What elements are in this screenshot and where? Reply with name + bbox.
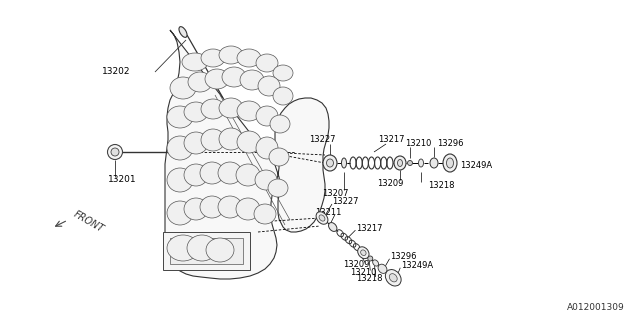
- Ellipse shape: [240, 70, 264, 90]
- Ellipse shape: [167, 106, 193, 128]
- Text: 13201: 13201: [108, 175, 136, 185]
- Text: 13296: 13296: [390, 252, 417, 261]
- Text: 13217: 13217: [356, 224, 383, 233]
- Ellipse shape: [270, 115, 290, 133]
- Text: 13249A: 13249A: [401, 261, 433, 270]
- Text: 13296: 13296: [437, 139, 463, 148]
- Ellipse shape: [182, 53, 208, 71]
- Ellipse shape: [200, 162, 224, 184]
- Ellipse shape: [273, 65, 293, 81]
- Ellipse shape: [254, 204, 276, 224]
- Ellipse shape: [201, 129, 225, 151]
- Ellipse shape: [268, 179, 288, 197]
- Ellipse shape: [319, 215, 325, 221]
- Ellipse shape: [184, 102, 208, 122]
- Ellipse shape: [397, 159, 403, 166]
- Circle shape: [368, 256, 372, 261]
- Text: 13227: 13227: [332, 197, 358, 206]
- Text: FRONT: FRONT: [72, 209, 106, 235]
- Ellipse shape: [200, 196, 224, 218]
- Ellipse shape: [378, 264, 387, 273]
- Text: 13217: 13217: [378, 135, 404, 145]
- Polygon shape: [163, 232, 250, 270]
- Ellipse shape: [237, 101, 261, 121]
- Ellipse shape: [236, 198, 260, 220]
- Ellipse shape: [419, 159, 424, 167]
- Ellipse shape: [361, 250, 366, 255]
- Ellipse shape: [258, 76, 280, 96]
- Ellipse shape: [219, 98, 243, 118]
- Text: 13249A: 13249A: [460, 161, 492, 170]
- Ellipse shape: [256, 54, 278, 72]
- Ellipse shape: [328, 222, 337, 231]
- Text: 13211: 13211: [315, 209, 341, 218]
- Ellipse shape: [237, 49, 261, 67]
- Ellipse shape: [430, 158, 438, 168]
- Ellipse shape: [219, 46, 243, 64]
- Ellipse shape: [167, 168, 193, 192]
- Circle shape: [108, 145, 122, 159]
- Ellipse shape: [389, 274, 397, 282]
- Circle shape: [408, 161, 413, 165]
- Ellipse shape: [372, 260, 379, 266]
- Ellipse shape: [385, 269, 401, 286]
- Ellipse shape: [323, 155, 337, 171]
- Ellipse shape: [170, 77, 196, 99]
- Ellipse shape: [218, 162, 242, 184]
- Polygon shape: [165, 30, 329, 279]
- Text: 13210: 13210: [405, 139, 431, 148]
- Text: 13218: 13218: [356, 275, 382, 284]
- Ellipse shape: [167, 136, 193, 160]
- Ellipse shape: [236, 164, 260, 186]
- Ellipse shape: [188, 72, 212, 92]
- Ellipse shape: [167, 201, 193, 225]
- Ellipse shape: [187, 235, 217, 261]
- Ellipse shape: [184, 164, 208, 186]
- Ellipse shape: [273, 87, 293, 105]
- Ellipse shape: [342, 158, 346, 168]
- Ellipse shape: [256, 106, 278, 126]
- Ellipse shape: [179, 27, 187, 37]
- Ellipse shape: [326, 159, 333, 167]
- Ellipse shape: [237, 131, 261, 153]
- Ellipse shape: [206, 238, 234, 262]
- Text: 13209: 13209: [344, 260, 370, 269]
- Text: 13210: 13210: [350, 268, 376, 277]
- Ellipse shape: [447, 158, 454, 168]
- Ellipse shape: [219, 128, 243, 150]
- Circle shape: [111, 148, 119, 156]
- Ellipse shape: [443, 154, 457, 172]
- Text: 13202: 13202: [102, 68, 131, 76]
- Ellipse shape: [316, 212, 328, 224]
- Ellipse shape: [358, 247, 369, 259]
- Text: 13218: 13218: [428, 180, 454, 189]
- Ellipse shape: [218, 196, 242, 218]
- Ellipse shape: [255, 170, 277, 190]
- Ellipse shape: [184, 132, 208, 154]
- Ellipse shape: [222, 67, 246, 87]
- Ellipse shape: [205, 69, 229, 89]
- Ellipse shape: [184, 198, 208, 220]
- Text: 13209: 13209: [377, 179, 403, 188]
- Text: 13227: 13227: [308, 135, 335, 145]
- Ellipse shape: [201, 49, 225, 67]
- Ellipse shape: [394, 156, 406, 170]
- Text: 13207: 13207: [322, 188, 348, 197]
- Polygon shape: [170, 238, 243, 264]
- Ellipse shape: [256, 137, 278, 159]
- Ellipse shape: [201, 99, 225, 119]
- Ellipse shape: [167, 235, 199, 261]
- Ellipse shape: [269, 148, 289, 166]
- Text: A012001309: A012001309: [567, 303, 625, 313]
